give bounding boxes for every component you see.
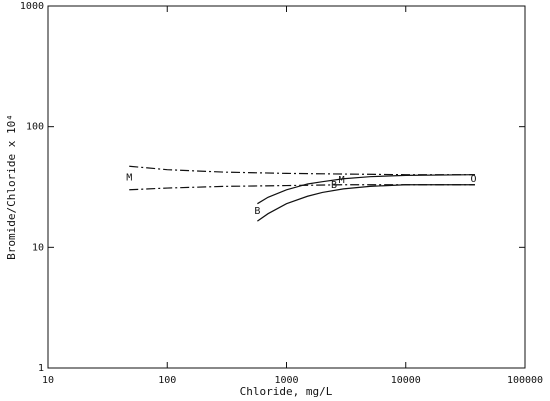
curve-label: B — [331, 180, 337, 191]
series-line — [129, 165, 475, 176]
series-line — [257, 174, 475, 205]
x-tick-label: 100000 — [507, 375, 543, 386]
curve-label: O — [470, 174, 476, 185]
x-axis-title: Chloride, mg/L — [240, 385, 333, 398]
x-tick-label: 100 — [158, 375, 176, 386]
series-line — [257, 184, 475, 222]
curve-label: M — [126, 172, 132, 183]
x-tick-label: 10 — [42, 375, 54, 386]
x-tick-label: 1000 — [274, 375, 298, 386]
y-axis-title: Bromide/Chloride x 10⁴ — [5, 114, 18, 260]
curve-label: M — [339, 175, 345, 186]
y-tick-label: 1000 — [20, 1, 44, 12]
curve-label: B — [254, 206, 260, 217]
y-tick-label: 100 — [26, 122, 44, 133]
x-tick-label: 10000 — [391, 375, 421, 386]
y-tick-label: 10 — [32, 242, 44, 253]
y-tick-label: 1 — [38, 363, 44, 374]
plot-frame — [47, 5, 526, 369]
